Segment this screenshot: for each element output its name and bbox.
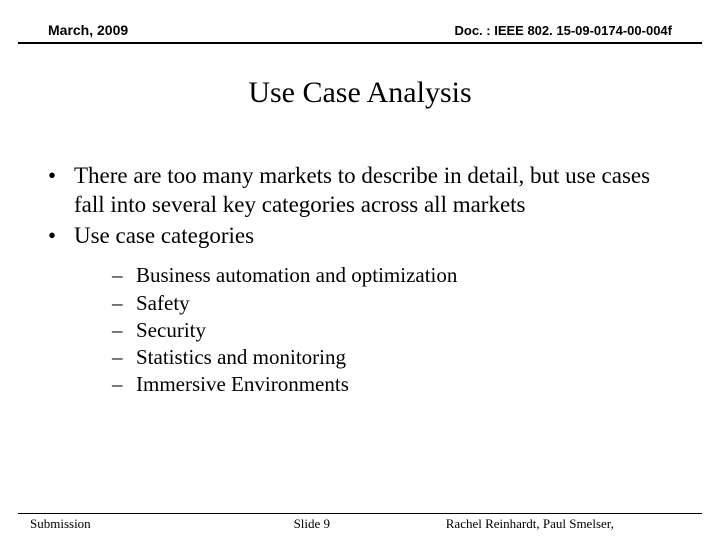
sub-bullet-item: – Safety — [112, 290, 680, 317]
footer-authors: Rachel Reinhardt, Paul Smelser, — [406, 516, 690, 532]
footer-left: Submission — [30, 516, 218, 532]
sub-bullet-marker: – — [112, 344, 136, 371]
bullet-item: • Use case categories — [48, 222, 680, 251]
bullet-text: There are too many markets to describe i… — [74, 162, 680, 220]
sub-bullet-text: Security — [136, 317, 206, 344]
slide-title: Use Case Analysis — [0, 76, 720, 110]
sub-bullet-text: Business automation and optimization — [136, 262, 457, 289]
sub-bullet-item: – Immersive Environments — [112, 371, 680, 398]
footer-divider — [18, 513, 702, 514]
sub-bullet-marker: – — [112, 371, 136, 398]
sub-bullet-text: Immersive Environments — [136, 371, 349, 398]
sub-bullet-marker: – — [112, 290, 136, 317]
footer-slide-number: Slide 9 — [218, 516, 406, 532]
sub-bullet-item: – Statistics and monitoring — [112, 344, 680, 371]
slide-content: • There are too many markets to describe… — [0, 162, 720, 399]
sub-bullet-list: – Business automation and optimization –… — [48, 262, 680, 398]
header-doc-number: Doc. : IEEE 802. 15-09-0174-00-004f — [454, 23, 672, 38]
sub-bullet-text: Statistics and monitoring — [136, 344, 346, 371]
sub-bullet-item: – Business automation and optimization — [112, 262, 680, 289]
bullet-text: Use case categories — [74, 222, 680, 251]
sub-bullet-text: Safety — [136, 290, 190, 317]
sub-bullet-item: – Security — [112, 317, 680, 344]
bullet-item: • There are too many markets to describe… — [48, 162, 680, 220]
footer-row: Submission Slide 9 Rachel Reinhardt, Pau… — [18, 516, 702, 532]
sub-bullet-marker: – — [112, 262, 136, 289]
bullet-marker: • — [48, 222, 74, 251]
header-date: March, 2009 — [48, 22, 128, 38]
slide-footer: Submission Slide 9 Rachel Reinhardt, Pau… — [18, 513, 702, 532]
sub-bullet-marker: – — [112, 317, 136, 344]
bullet-marker: • — [48, 162, 74, 220]
slide-header: March, 2009 Doc. : IEEE 802. 15-09-0174-… — [18, 0, 702, 44]
